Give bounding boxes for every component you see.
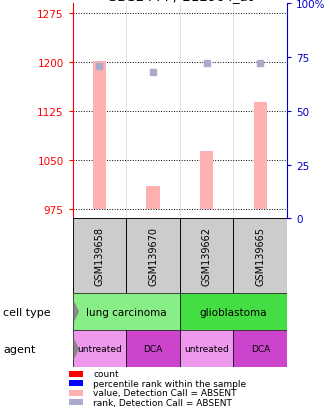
Bar [69, 380, 82, 386]
Text: value, Detection Call = ABSENT: value, Detection Call = ABSENT [93, 388, 237, 397]
Text: lung carcinoma: lung carcinoma [86, 307, 167, 317]
Bar [180, 330, 234, 368]
Text: GSM139665: GSM139665 [255, 227, 265, 285]
Title: GDS2444 / 212964_at: GDS2444 / 212964_at [107, 0, 253, 3]
Text: GSM139658: GSM139658 [94, 227, 104, 285]
Text: untreated: untreated [77, 344, 122, 354]
Text: DCA: DCA [144, 344, 163, 354]
Polygon shape [74, 338, 79, 360]
Bar [180, 293, 287, 330]
Text: cell type: cell type [3, 307, 51, 317]
Bar [200, 152, 214, 209]
Bar [234, 219, 287, 293]
Bar [126, 219, 180, 293]
Bar [73, 293, 180, 330]
Bar [146, 186, 160, 209]
Bar [73, 330, 126, 368]
Text: untreated: untreated [184, 344, 229, 354]
Bar [93, 62, 106, 209]
Bar [69, 371, 82, 377]
Text: GSM139662: GSM139662 [202, 227, 212, 285]
Polygon shape [74, 301, 79, 323]
Text: DCA: DCA [251, 344, 270, 354]
Text: glioblastoma: glioblastoma [200, 307, 267, 317]
Bar [253, 103, 267, 209]
Bar [126, 330, 180, 368]
Text: percentile rank within the sample: percentile rank within the sample [93, 379, 246, 388]
Bar [180, 219, 234, 293]
Bar [69, 399, 82, 405]
Text: count: count [93, 369, 119, 378]
Text: rank, Detection Call = ABSENT: rank, Detection Call = ABSENT [93, 398, 232, 407]
Bar [234, 330, 287, 368]
Text: agent: agent [3, 344, 36, 354]
Text: GSM139670: GSM139670 [148, 227, 158, 285]
Bar [69, 390, 82, 396]
Bar [73, 219, 126, 293]
